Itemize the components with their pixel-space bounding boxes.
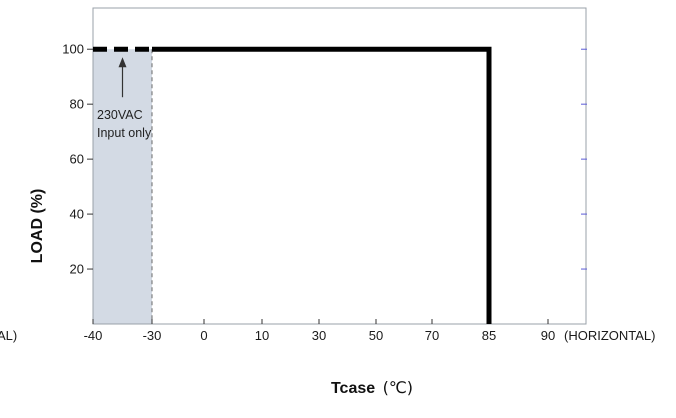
x-axis-title-unit: (℃) (383, 378, 413, 397)
left-clipped-label: AL) (0, 328, 17, 343)
x-tick-label: 85 (482, 328, 496, 343)
x-axis-note: (HORIZONTAL) (564, 328, 655, 343)
x-tick-label: 10 (255, 328, 269, 343)
y-axis-right-ticks (581, 48, 587, 270)
x-axis-tick-labels: -40 -30 0 10 30 50 70 85 90 (84, 319, 555, 343)
y-tick-label: 80 (70, 97, 84, 112)
x-tick-label: 70 (425, 328, 439, 343)
x-tick-label: 30 (312, 328, 326, 343)
y-tick-label: 40 (70, 207, 84, 222)
x-tick-label: 0 (200, 328, 207, 343)
x-tick-label: -30 (143, 328, 162, 343)
annotation-line-2: Input only (97, 126, 152, 140)
y-axis-title: LOAD (%) (29, 189, 46, 264)
plot-frame (92, 7, 587, 325)
series-line-solid (152, 46, 492, 324)
x-axis-title-main: Tcase (331, 380, 375, 397)
x-tick-label: 50 (369, 328, 383, 343)
x-tick-label: 90 (541, 328, 555, 343)
y-tick-label: 60 (70, 152, 84, 167)
y-axis-ticks: 20 40 60 80 100 (62, 42, 93, 277)
x-axis-title: Tcase (℃) (331, 378, 413, 397)
y-tick-label: 100 (62, 42, 84, 57)
annotation-arrowhead (118, 57, 127, 68)
y-tick-label: 20 (70, 262, 84, 277)
annotation-line-1: 230VAC (97, 108, 143, 122)
x-tick-label: -40 (84, 328, 103, 343)
series-group (93, 46, 492, 324)
